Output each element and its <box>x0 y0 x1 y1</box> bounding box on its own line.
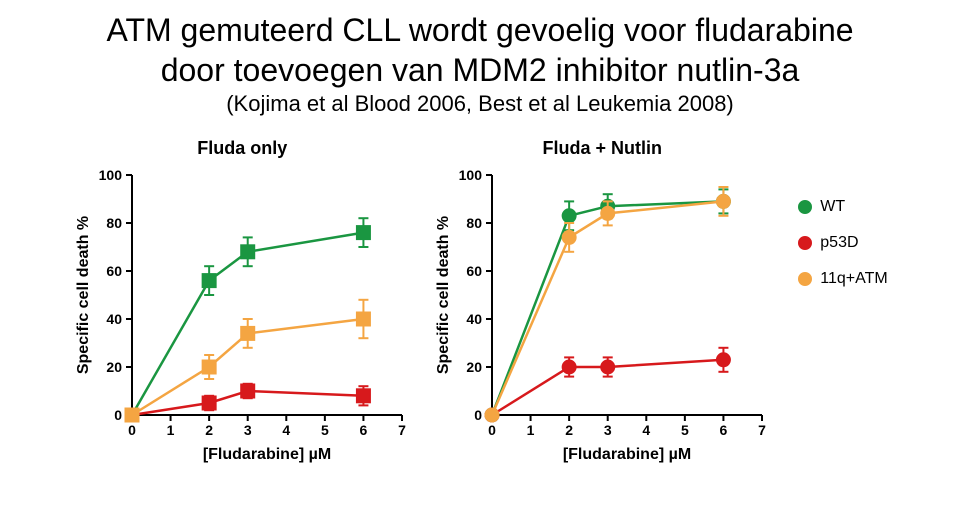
svg-text:7: 7 <box>758 422 766 438</box>
svg-text:7: 7 <box>398 422 406 438</box>
svg-text:40: 40 <box>107 311 123 327</box>
svg-text:1: 1 <box>527 422 535 438</box>
svg-text:0: 0 <box>128 422 136 438</box>
title-line1: ATM gemuteerd CLL wordt gevoelig voor fl… <box>20 10 940 50</box>
legend-item-wt: WT <box>798 198 887 216</box>
svg-text:6: 6 <box>360 422 368 438</box>
chart-right: 0 1 2 3 4 5 6 7 0 20 40 60 80 100 [Fludarabine] µM Spec… <box>432 165 772 465</box>
svg-text:4: 4 <box>283 422 291 438</box>
chart-left-title: Fluda only <box>197 138 287 159</box>
svg-text:60: 60 <box>467 263 483 279</box>
svg-text:80: 80 <box>467 215 483 231</box>
svg-text:80: 80 <box>107 215 123 231</box>
svg-text:2: 2 <box>206 422 214 438</box>
legend-label-p53d: p53D <box>820 234 858 252</box>
svg-text:0: 0 <box>114 407 122 423</box>
svg-text:4: 4 <box>643 422 651 438</box>
chart-left-wrap: Fluda only 0 1 2 3 4 5 6 7 0 20 40 60 80 100 [Fludarab… <box>72 138 412 465</box>
legend-marker-11qatm <box>798 272 812 286</box>
svg-text:0: 0 <box>488 422 496 438</box>
title-line2: door toevoegen van MDM2 inhibitor nutlin… <box>20 50 940 90</box>
chart-right-title: Fluda + Nutlin <box>543 138 663 159</box>
svg-text:Specific cell death %: Specific cell death % <box>75 215 92 373</box>
legend-label-11qatm: 11q+ATM <box>820 270 887 288</box>
svg-text:0: 0 <box>474 407 482 423</box>
legend-label-wt: WT <box>820 198 845 216</box>
svg-text:5: 5 <box>681 422 689 438</box>
svg-text:1: 1 <box>167 422 175 438</box>
legend: WT p53D 11q+ATM <box>792 138 887 288</box>
charts-row: Fluda only 01234567020406080100[Fludarab… <box>20 138 940 465</box>
svg-text:60: 60 <box>107 263 123 279</box>
svg-text:Specific cell death %: Specific cell death % <box>435 215 452 373</box>
svg-text:40: 40 <box>467 311 483 327</box>
svg-text:6: 6 <box>720 422 728 438</box>
legend-item-p53d: p53D <box>798 234 887 252</box>
svg-text:[Fludarabine] µM: [Fludarabine] µM <box>203 446 331 463</box>
svg-text:100: 100 <box>459 167 483 183</box>
svg-text:2: 2 <box>566 422 574 438</box>
svg-text:20: 20 <box>467 359 483 375</box>
svg-text:3: 3 <box>244 422 252 438</box>
svg-text:5: 5 <box>321 422 329 438</box>
svg-text:20: 20 <box>107 359 123 375</box>
svg-text:[Fludarabine] µM: [Fludarabine] µM <box>563 446 691 463</box>
page-title: ATM gemuteerd CLL wordt gevoelig voor fl… <box>20 10 940 118</box>
legend-marker-wt <box>798 200 812 214</box>
svg-text:3: 3 <box>604 422 612 438</box>
svg-text:100: 100 <box>99 167 123 183</box>
title-sub: (Kojima et al Blood 2006, Best et al Leu… <box>20 90 940 118</box>
legend-item-11qatm: 11q+ATM <box>798 270 887 288</box>
chart-left: 0 1 2 3 4 5 6 7 0 20 40 60 80 100 [Fludarabine] µM Spec… <box>72 165 412 465</box>
chart-right-wrap: Fluda + Nutlin 0 1 2 3 4 5 6 7 0 20 40 60 80 100 [Flud… <box>432 138 772 465</box>
legend-marker-p53d <box>798 236 812 250</box>
